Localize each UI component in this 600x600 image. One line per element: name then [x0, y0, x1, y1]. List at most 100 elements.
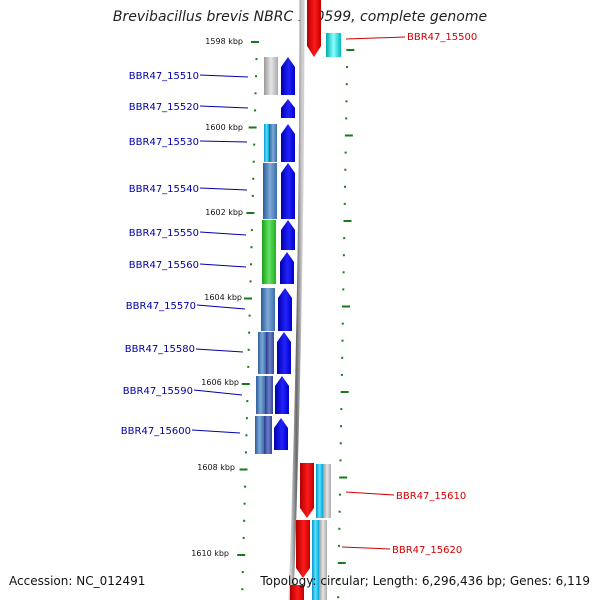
gene-arrow[interactable] — [281, 220, 295, 250]
svg-text:BBR47_15570: BBR47_15570 — [126, 301, 196, 312]
plus-strand-genes — [290, 463, 331, 600]
kbp-label: 1600 kbp — [205, 123, 243, 132]
gene-arrow[interactable] — [281, 124, 295, 162]
scale-tick — [341, 356, 344, 359]
scale-tick — [245, 434, 248, 437]
svg-text:BBR47_15550: BBR47_15550 — [129, 228, 199, 239]
scale-tick — [243, 502, 246, 505]
svg-text:BBR47_15590: BBR47_15590 — [123, 386, 193, 397]
scale-tick — [249, 263, 252, 266]
scale-tick — [251, 194, 254, 197]
left-feature-bars — [255, 57, 278, 454]
left-scale-ticks — [237, 41, 259, 591]
scale-tick — [344, 185, 347, 188]
scale-tick — [242, 536, 245, 539]
scale-tick — [341, 322, 344, 325]
scale-tick — [237, 554, 246, 556]
gene-arrow[interactable] — [280, 252, 294, 284]
scale-tick — [252, 160, 255, 163]
right-scale-ticks — [337, 49, 355, 599]
svg-text:BBR47_15610: BBR47_15610 — [396, 491, 466, 502]
gene-arrow[interactable] — [281, 99, 295, 118]
scale-tick — [337, 562, 346, 564]
scale-tick — [241, 383, 250, 385]
svg-text:BBR47_15600: BBR47_15600 — [121, 426, 191, 437]
scale-tick — [345, 83, 348, 86]
kbp-label: 1602 kbp — [205, 208, 243, 217]
scale-tick — [248, 331, 251, 334]
scale-tick — [245, 417, 248, 420]
scale-tick — [338, 527, 341, 530]
scale-tick — [338, 544, 341, 547]
svg-text:BBR47_15580: BBR47_15580 — [125, 344, 195, 355]
gene-label-bbr47-15550[interactable]: BBR47_15550 — [129, 228, 247, 239]
scale-tick — [344, 134, 353, 137]
scale-tick — [254, 92, 257, 95]
scale-tick — [254, 109, 257, 112]
scale-tick — [339, 442, 342, 445]
scale-tick — [244, 297, 253, 300]
kbp-label: 1606 kbp — [201, 378, 239, 387]
gene-label-bbr47-15570[interactable]: BBR47_15570 — [126, 301, 246, 312]
gene-label-bbr47-15580[interactable]: BBR47_15580 — [125, 344, 244, 355]
gene-label-bbr47-15600[interactable]: BBR47_15600 — [121, 426, 241, 437]
scale-tick — [249, 280, 252, 283]
accession-label: Accession: NC_012491 — [9, 574, 146, 588]
scale-tick — [343, 220, 352, 222]
scale-tick — [338, 510, 341, 513]
kbp-label: 1608 kbp — [197, 463, 235, 472]
gene-label-bbr47-15590[interactable]: BBR47_15590 — [123, 386, 243, 397]
gene-arrow[interactable] — [296, 520, 310, 578]
svg-text:BBR47_15540: BBR47_15540 — [129, 184, 199, 195]
gene-arrow[interactable] — [275, 376, 289, 414]
scale-tick — [337, 596, 340, 599]
scale-tick — [253, 143, 256, 146]
gene-label-bbr47-15500[interactable]: BBR47_15500 — [345, 32, 477, 43]
scale-tick — [340, 373, 343, 376]
scale-tick — [344, 168, 347, 171]
scale-tick — [340, 425, 343, 428]
svg-text:BBR47_15500: BBR47_15500 — [407, 32, 477, 43]
scale-tick — [339, 476, 348, 479]
gene-label-bbr47-15620[interactable]: BBR47_15620 — [341, 545, 462, 556]
gene-label-bbr47-15560[interactable]: BBR47_15560 — [129, 260, 247, 271]
scale-tick — [244, 485, 247, 488]
scale-tick — [246, 212, 255, 214]
scale-tick — [241, 571, 244, 574]
gene-label-bbr47-15540[interactable]: BBR47_15540 — [129, 184, 248, 195]
genome-stats-label: Topology: circular; Length: 6,296,436 bp… — [260, 574, 590, 588]
scale-tick — [340, 408, 343, 411]
scale-tick — [239, 468, 248, 471]
minus-strand-genes — [274, 57, 295, 450]
scale-tick — [252, 177, 255, 180]
scale-tick — [248, 126, 257, 129]
scale-tick — [254, 75, 257, 78]
gene-arrow[interactable] — [281, 57, 295, 95]
gene-arrow[interactable] — [300, 463, 314, 518]
scale-tick — [339, 459, 342, 462]
scale-tick — [255, 58, 258, 61]
scale-tick — [345, 100, 348, 103]
gene-label-bbr47-15510[interactable]: BBR47_15510 — [129, 71, 249, 82]
scale-tick — [250, 246, 253, 249]
svg-text:BBR47_15530: BBR47_15530 — [129, 137, 199, 148]
gene-arrow[interactable] — [281, 163, 295, 219]
scale-tick — [341, 339, 344, 342]
genome-axis — [288, 0, 305, 600]
gene-arrow[interactable] — [278, 288, 292, 331]
svg-text:BBR47_15620: BBR47_15620 — [392, 545, 462, 556]
scale-tick — [338, 493, 341, 496]
svg-text:BBR47_15560: BBR47_15560 — [129, 260, 199, 271]
svg-text:BBR47_15510: BBR47_15510 — [129, 71, 199, 82]
gene-arrow[interactable] — [274, 418, 288, 450]
gene-label-bbr47-15530[interactable]: BBR47_15530 — [129, 137, 248, 148]
scale-tick — [248, 314, 251, 317]
scale-tick — [344, 151, 347, 154]
scale-tick — [250, 229, 253, 232]
scale-tick — [243, 519, 246, 522]
gene-label-bbr47-15520[interactable]: BBR47_15520 — [129, 102, 249, 113]
gene-label-bbr47-15610[interactable]: BBR47_15610 — [345, 491, 466, 502]
gene-arrow[interactable] — [277, 332, 291, 374]
gene-bbr47-15500[interactable] — [307, 0, 341, 57]
